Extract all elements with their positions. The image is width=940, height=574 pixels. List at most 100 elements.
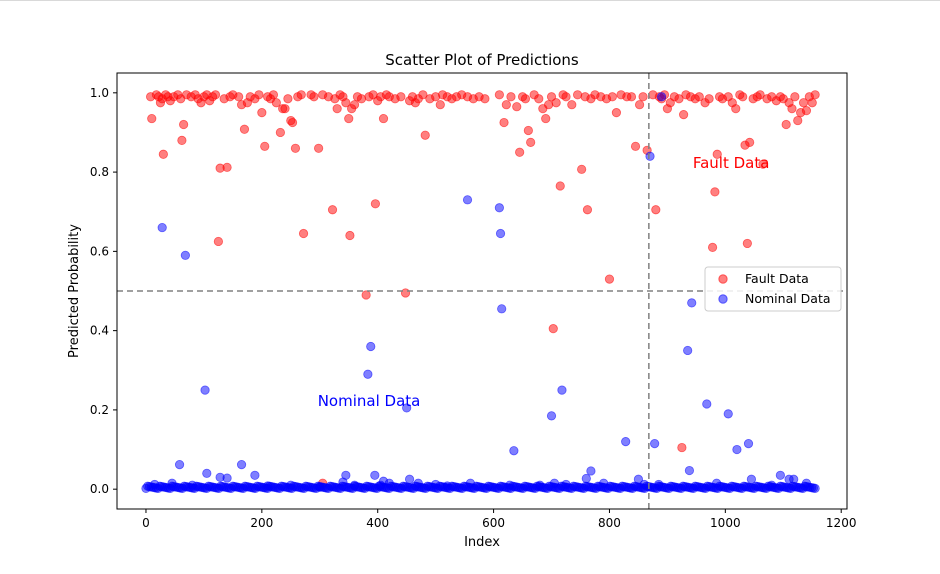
data-point: [341, 98, 351, 108]
data-point: [234, 92, 244, 102]
data-point: [807, 98, 817, 108]
legend-label: Fault Data: [745, 271, 809, 286]
data-point: [790, 92, 800, 102]
data-point: [494, 203, 504, 213]
data-point: [254, 90, 264, 100]
legend-marker: [718, 274, 728, 284]
data-point: [611, 108, 622, 118]
data-point: [213, 236, 223, 247]
data-point: [742, 238, 752, 249]
data-point: [314, 143, 324, 153]
data-point: [732, 444, 742, 455]
data-point: [810, 90, 820, 100]
data-point: [370, 470, 380, 480]
series-nominal: [141, 92, 820, 493]
data-point: [604, 274, 615, 284]
legend-label: Nominal Data: [745, 291, 831, 306]
data-point: [710, 187, 720, 197]
data-point: [793, 115, 803, 126]
data-point: [775, 470, 785, 480]
data-point: [723, 409, 733, 419]
y-tick-label: 0.2: [90, 403, 109, 417]
data-point: [586, 466, 596, 476]
data-point: [202, 468, 212, 478]
data-point: [200, 385, 210, 395]
x-tick-label: 200: [250, 516, 273, 530]
data-point: [551, 98, 561, 108]
data-point: [581, 473, 591, 484]
data-point: [634, 100, 645, 110]
data-point: [344, 113, 354, 124]
data-point: [287, 117, 298, 128]
data-point: [758, 159, 768, 169]
data-point: [787, 104, 797, 114]
plot-frame: [116, 72, 848, 510]
x-tick-label: 400: [366, 516, 389, 530]
x-tick-label: 1000: [710, 516, 741, 530]
data-point: [781, 119, 791, 130]
data-point: [684, 465, 695, 476]
data-point: [679, 110, 689, 120]
data-point: [361, 290, 371, 300]
data-point: [704, 94, 714, 104]
data-point: [396, 92, 406, 102]
data-point: [418, 90, 428, 100]
data-point: [577, 164, 587, 174]
data-point: [801, 106, 812, 116]
data-point: [501, 100, 511, 110]
data-point: [626, 92, 637, 102]
data-point: [683, 345, 693, 356]
data-point: [674, 94, 684, 104]
data-point: [420, 130, 430, 140]
data-point: [755, 90, 765, 100]
data-point: [650, 438, 660, 449]
data-point: [645, 151, 655, 161]
data-point: [356, 94, 367, 104]
data-point: [177, 135, 187, 145]
y-tick-label: 0.4: [90, 324, 109, 338]
data-point: [210, 90, 221, 100]
series-fault: [146, 90, 820, 488]
data-point: [260, 141, 270, 151]
data-point: [607, 92, 617, 102]
data-point: [557, 385, 567, 395]
data-point: [731, 104, 741, 114]
data-point: [520, 94, 531, 104]
data-point: [298, 228, 309, 239]
data-point: [280, 104, 290, 114]
data-point: [271, 98, 281, 108]
data-point: [738, 92, 748, 102]
points-layer: [141, 90, 820, 493]
data-point: [546, 411, 557, 421]
legend: Fault Data Nominal Data: [704, 266, 842, 312]
data-point: [512, 102, 522, 112]
data-point: [499, 117, 509, 128]
data-point: [222, 473, 232, 483]
data-point: [268, 90, 279, 100]
data-point: [370, 199, 380, 209]
data-point: [541, 113, 551, 124]
data-point: [222, 162, 232, 172]
reference-lines: [117, 73, 847, 509]
data-point: [366, 341, 376, 352]
data-point: [327, 205, 338, 215]
data-point: [494, 90, 504, 100]
data-point: [290, 143, 301, 153]
annotation-text: Nominal Data: [318, 392, 421, 410]
data-point: [341, 470, 351, 480]
y-tick-label: 1.0: [90, 86, 109, 100]
data-point: [435, 100, 445, 110]
y-tick-label: 0.8: [90, 165, 109, 179]
data-point: [147, 113, 157, 124]
x-axis: 0 200 400 600 800 1000 1200: [142, 509, 856, 530]
data-point: [174, 460, 185, 470]
data-point: [555, 181, 565, 191]
data-point: [687, 298, 697, 308]
data-point: [462, 195, 473, 205]
x-axis-label: Index: [464, 535, 500, 550]
data-point: [497, 304, 507, 314]
data-point: [657, 92, 667, 102]
data-point: [561, 92, 571, 102]
data-point: [534, 94, 544, 104]
